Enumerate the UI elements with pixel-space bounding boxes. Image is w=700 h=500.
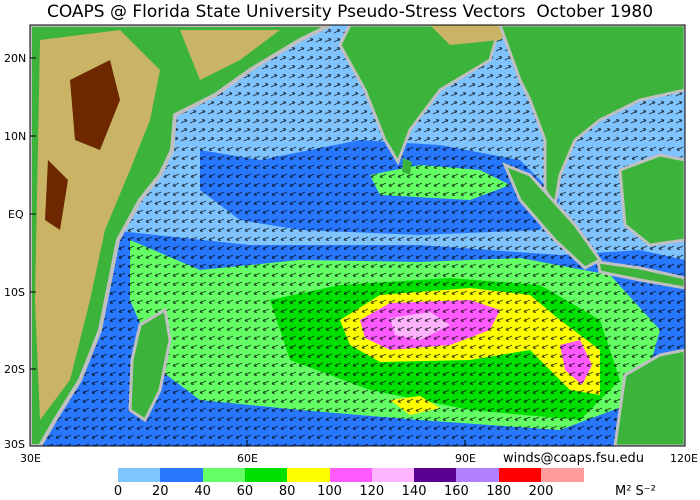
lon-label: 90E bbox=[455, 452, 476, 465]
legend-tick-label: 40 bbox=[194, 484, 211, 499]
legend-swatch bbox=[118, 468, 161, 482]
axis-ticks bbox=[30, 57, 466, 446]
legend-swatch bbox=[541, 468, 584, 482]
legend-swatch bbox=[456, 468, 500, 482]
lat-label: 20S bbox=[4, 363, 25, 376]
legend-tick-label: 120 bbox=[359, 484, 385, 499]
legend-swatch bbox=[244, 468, 288, 482]
legend-tick-label: 140 bbox=[401, 484, 427, 499]
lon-label: 120E bbox=[670, 452, 698, 465]
land-madagascar bbox=[128, 307, 172, 423]
legend-swatch bbox=[498, 468, 542, 482]
legend-tick-label: 20 bbox=[152, 484, 169, 499]
land-borneo bbox=[618, 153, 685, 247]
legend-tick-label: 60 bbox=[236, 484, 254, 499]
lat-label: EQ bbox=[8, 208, 24, 221]
legend-tick-label: 100 bbox=[317, 484, 342, 499]
legend-tick-label: 0 bbox=[113, 484, 123, 499]
legend-swatch bbox=[202, 468, 246, 482]
legend-units: M² S⁻² bbox=[615, 484, 656, 499]
land-java bbox=[596, 260, 685, 290]
legend-swatch bbox=[414, 468, 457, 482]
legend-swatch bbox=[287, 468, 330, 482]
credit-email: winds@coaps.fsu.edu bbox=[503, 451, 644, 466]
land-india bbox=[338, 25, 502, 166]
legend-swatch bbox=[160, 468, 204, 482]
lat-label: 20N bbox=[4, 52, 27, 65]
legend-tick-label: 80 bbox=[278, 484, 296, 499]
legend-tick-label: 200 bbox=[528, 484, 554, 499]
legend-swatch bbox=[371, 468, 415, 482]
land-sri-lanka bbox=[402, 158, 412, 175]
lon-label: 30E bbox=[20, 452, 41, 465]
legend-swatch bbox=[329, 468, 373, 482]
lon-label: 60E bbox=[237, 452, 258, 465]
lat-label: 30S bbox=[4, 438, 25, 451]
lat-label: 10S bbox=[4, 286, 25, 299]
legend-tick-label: 180 bbox=[486, 484, 512, 499]
land-southeast-asia bbox=[498, 25, 685, 209]
legend-tick-label: 160 bbox=[443, 484, 469, 499]
map-title: COAPS @ Florida State University Pseudo-… bbox=[46, 2, 654, 22]
land-sumatra bbox=[502, 162, 603, 270]
lat-label: 10N bbox=[4, 130, 27, 143]
land-ethiopia-high bbox=[45, 60, 120, 230]
land-himalaya bbox=[430, 25, 520, 45]
land-australia bbox=[613, 348, 685, 446]
